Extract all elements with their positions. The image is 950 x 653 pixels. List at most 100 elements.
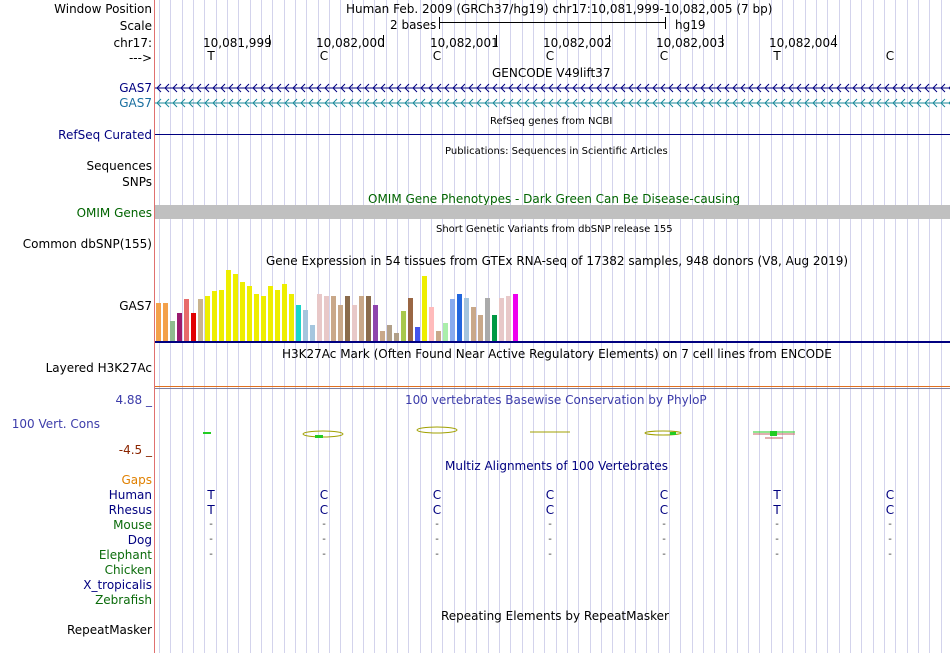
alignment-gap: -	[775, 519, 779, 530]
gtex-tissue-bar[interactable]	[394, 333, 399, 341]
alignment-base: T	[207, 503, 215, 517]
gtex-tissue-bar[interactable]	[506, 296, 511, 341]
gtex-tissue-bar[interactable]	[429, 307, 434, 341]
gtex-tissue-bar[interactable]	[387, 325, 392, 341]
gencode-track-label[interactable]: GAS7	[119, 81, 152, 95]
gtex-tissue-bar[interactable]	[247, 286, 252, 341]
gtex-tissue-bar[interactable]	[499, 298, 504, 341]
gtex-tissue-bar[interactable]	[240, 282, 245, 341]
ruler-tick	[496, 35, 497, 47]
gtex-tissue-bar[interactable]	[156, 303, 161, 341]
species-label-zebrafish[interactable]: Zebrafish	[95, 593, 152, 607]
species-label-mouse[interactable]: Mouse	[113, 518, 152, 532]
gas7-transcript-2[interactable]	[155, 97, 950, 109]
scale-assembly: hg19	[675, 18, 706, 32]
gtex-tissue-bar[interactable]	[373, 305, 378, 341]
gtex-tissue-bar[interactable]	[345, 296, 350, 341]
gtex-tissue-bar[interactable]	[478, 315, 483, 341]
gtex-tissue-bar[interactable]	[205, 296, 210, 341]
species-label-rhesus[interactable]: Rhesus	[108, 503, 152, 517]
gtex-tissue-bar[interactable]	[492, 315, 497, 341]
gtex-tissue-bar[interactable]	[163, 303, 168, 341]
gtex-tissue-bar[interactable]	[401, 311, 406, 341]
ruler-position: 10,082,003	[656, 36, 725, 50]
gtex-tissue-bar[interactable]	[359, 296, 364, 341]
alignment-base: C	[885, 488, 895, 502]
gtex-tissue-bar[interactable]	[170, 321, 175, 341]
gtex-tissue-bar[interactable]	[457, 294, 462, 341]
gtex-tissue-bar[interactable]	[191, 313, 196, 341]
gtex-tissue-bar[interactable]	[177, 313, 182, 341]
alignment-base: T	[207, 488, 215, 502]
gtex-tissue-bar[interactable]	[366, 296, 371, 341]
gtex-tissue-bar[interactable]	[212, 291, 217, 341]
gtex-tissue-bar[interactable]	[254, 294, 259, 341]
gas7-transcript-1[interactable]	[155, 82, 950, 94]
species-label-elephant[interactable]: Elephant	[98, 548, 152, 562]
gtex-tissue-bar[interactable]	[233, 274, 238, 341]
gtex-track-label[interactable]: GAS7	[119, 299, 152, 313]
gencode-track-label[interactable]: GAS7	[119, 96, 152, 110]
phylop-conservation-plot[interactable]	[155, 424, 950, 444]
h3k27ac-track-label[interactable]: Layered H3K27Ac	[45, 361, 152, 375]
gtex-tissue-bar[interactable]	[513, 294, 518, 341]
gtex-tissue-bar[interactable]	[303, 310, 308, 341]
alignment-gap: -	[888, 519, 892, 530]
gtex-tissue-bar[interactable]	[450, 299, 455, 341]
species-label-dog[interactable]: Dog	[127, 533, 152, 547]
gtex-tissue-bar[interactable]	[464, 298, 469, 341]
gtex-tissue-bar[interactable]	[275, 290, 280, 341]
alignment-gap: -	[209, 534, 213, 545]
gtex-tissue-bar[interactable]	[485, 298, 490, 341]
publications-sequences-label[interactable]: Sequences	[86, 159, 152, 173]
gtex-tissue-bar[interactable]	[226, 270, 231, 341]
species-label-x-tropicalis[interactable]: X_tropicalis	[83, 578, 152, 592]
alignment-gap: -	[662, 519, 666, 530]
gtex-tissue-bar[interactable]	[338, 305, 343, 341]
refseq-track-label[interactable]: RefSeq Curated	[58, 128, 152, 142]
gtex-tissue-bar[interactable]	[331, 296, 336, 341]
gtex-tissue-bar[interactable]	[443, 323, 448, 341]
multiz-gaps-label[interactable]: Gaps	[121, 473, 152, 487]
gtex-tissue-bar[interactable]	[352, 305, 357, 341]
gtex-tissue-bar[interactable]	[261, 296, 266, 341]
gtex-tissue-bar[interactable]	[380, 331, 385, 341]
species-label-human[interactable]: Human	[108, 488, 152, 502]
refseq-gene-line[interactable]	[155, 134, 950, 135]
gtex-tissue-bar[interactable]	[268, 286, 273, 341]
gtex-tissue-bar[interactable]	[471, 307, 476, 341]
omim-gene-bar[interactable]	[155, 205, 950, 219]
gtex-tissue-bar[interactable]	[415, 327, 420, 341]
alignment-gap: -	[888, 534, 892, 545]
alignment-gap: -	[662, 549, 666, 560]
repeatmasker-title: Repeating Elements by RepeatMasker	[441, 609, 669, 623]
ruler-position: 10,082,004	[769, 36, 838, 50]
phylop-track-label[interactable]: 100 Vert. Cons	[11, 417, 100, 431]
reference-base: T	[207, 49, 215, 63]
gtex-expression-chart[interactable]	[156, 268, 536, 341]
alignment-base: C	[659, 488, 669, 502]
repeatmasker-track-label[interactable]: RepeatMasker	[66, 623, 152, 637]
dbsnp-track-label[interactable]: Common dbSNP(155)	[22, 237, 152, 251]
publications-snps-label[interactable]: SNPs	[122, 175, 152, 189]
species-label-chicken[interactable]: Chicken	[104, 563, 152, 577]
h3k27ac-signal-line[interactable]	[155, 386, 950, 387]
gtex-tissue-bar[interactable]	[310, 325, 315, 341]
alignment-gap: -	[322, 549, 326, 560]
alignment-gap: -	[435, 534, 439, 545]
gtex-tissue-bar[interactable]	[296, 305, 301, 341]
gtex-tissue-bar[interactable]	[317, 294, 322, 341]
gtex-tissue-bar[interactable]	[408, 298, 413, 341]
gtex-tissue-bar[interactable]	[282, 284, 287, 341]
refseq-title: RefSeq genes from NCBI	[490, 116, 613, 127]
gtex-tissue-bar[interactable]	[198, 299, 203, 341]
omim-track-label[interactable]: OMIM Genes	[76, 206, 152, 220]
gtex-tissue-bar[interactable]	[289, 294, 294, 341]
reference-base: C	[432, 49, 442, 63]
gtex-tissue-bar[interactable]	[324, 296, 329, 341]
gtex-tissue-bar[interactable]	[436, 331, 441, 341]
gtex-tissue-bar[interactable]	[422, 276, 427, 341]
gtex-tissue-bar[interactable]	[184, 299, 189, 341]
gtex-tissue-bar[interactable]	[219, 290, 224, 341]
phylop-min-label: -4.5 _	[118, 443, 152, 457]
